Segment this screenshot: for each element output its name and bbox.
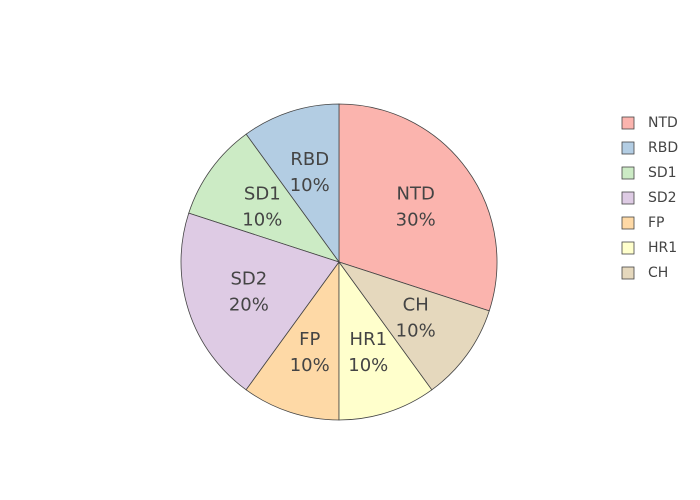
legend-label: CH [648, 265, 668, 281]
slice-percent: 30% [396, 209, 436, 230]
slice-percent: 10% [396, 321, 436, 342]
legend-swatch [621, 141, 635, 155]
legend-label: RBD [648, 140, 678, 156]
slice-name: HR1 [350, 329, 388, 350]
slice [188, 133, 341, 263]
legend-label: HR1 [648, 240, 677, 256]
slice [245, 260, 340, 421]
legend-swatch [621, 216, 635, 230]
slice-percent: 10% [348, 355, 388, 376]
legend-label: SD1 [648, 165, 677, 181]
slice-percent: 10% [290, 355, 330, 376]
slice-name: RBD [290, 149, 329, 170]
slice-percent: 20% [229, 294, 269, 315]
slice [337, 261, 490, 391]
legend-label: SD2 [648, 190, 677, 206]
slice [180, 212, 340, 391]
slice-percent: 10% [290, 175, 330, 196]
legend-swatch [621, 191, 635, 205]
legend-swatch [621, 166, 635, 180]
slice-name: NTD [397, 183, 435, 204]
slice-name: CH [403, 295, 429, 316]
legend-label: FP [648, 215, 665, 231]
legend-label: NTD [648, 115, 678, 131]
slice-name: SD1 [244, 183, 281, 204]
slice [338, 103, 498, 312]
slice-percent: 10% [242, 209, 282, 230]
slice-name: FP [299, 329, 320, 350]
legend-swatch [621, 116, 635, 130]
slice [245, 103, 340, 264]
slice [338, 260, 433, 421]
legend-swatch [621, 266, 635, 280]
legend-swatch [621, 241, 635, 255]
slice-name: SD2 [230, 268, 267, 289]
